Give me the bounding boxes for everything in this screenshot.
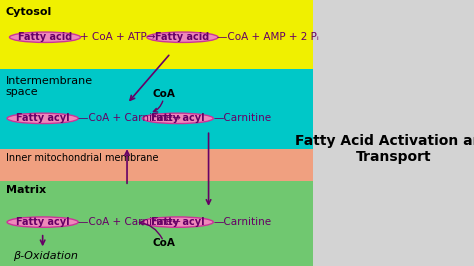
Bar <box>0 181 313 266</box>
Ellipse shape <box>9 32 81 43</box>
Ellipse shape <box>147 32 218 43</box>
Text: Fatty acyl: Fatty acyl <box>16 217 70 227</box>
Text: —CoA + Carnitine→: —CoA + Carnitine→ <box>78 113 181 123</box>
Text: Fatty acid: Fatty acid <box>18 32 72 42</box>
Text: Fatty acyl: Fatty acyl <box>16 113 70 123</box>
Text: —Carnitine: —Carnitine <box>213 113 272 123</box>
Text: —Carnitine: —Carnitine <box>213 217 272 227</box>
Text: + CoA + ATP→: + CoA + ATP→ <box>80 32 155 42</box>
Bar <box>0 0 313 69</box>
Text: Cytosol: Cytosol <box>6 7 52 17</box>
Text: Fatty acid: Fatty acid <box>155 32 210 42</box>
Text: Intermembrane
space: Intermembrane space <box>6 76 93 97</box>
Text: CoA: CoA <box>152 89 175 99</box>
Ellipse shape <box>7 217 78 227</box>
Text: Inner mitochondrial membrane: Inner mitochondrial membrane <box>6 153 158 163</box>
Bar <box>0 69 313 149</box>
Ellipse shape <box>7 113 78 123</box>
Text: Fatty Acid Activation and
Transport: Fatty Acid Activation and Transport <box>295 134 474 164</box>
Ellipse shape <box>142 217 213 227</box>
Text: Matrix: Matrix <box>6 185 46 195</box>
Text: —CoA + Carnitine←: —CoA + Carnitine← <box>78 217 181 227</box>
Text: β-Oxidation: β-Oxidation <box>13 251 77 261</box>
Text: —CoA + AMP + 2 Pᵢ: —CoA + AMP + 2 Pᵢ <box>217 32 319 42</box>
Ellipse shape <box>142 113 213 123</box>
Text: Fatty acyl: Fatty acyl <box>151 113 205 123</box>
Text: CoA: CoA <box>152 238 175 248</box>
Text: Fatty acyl: Fatty acyl <box>151 217 205 227</box>
Bar <box>0 149 313 181</box>
